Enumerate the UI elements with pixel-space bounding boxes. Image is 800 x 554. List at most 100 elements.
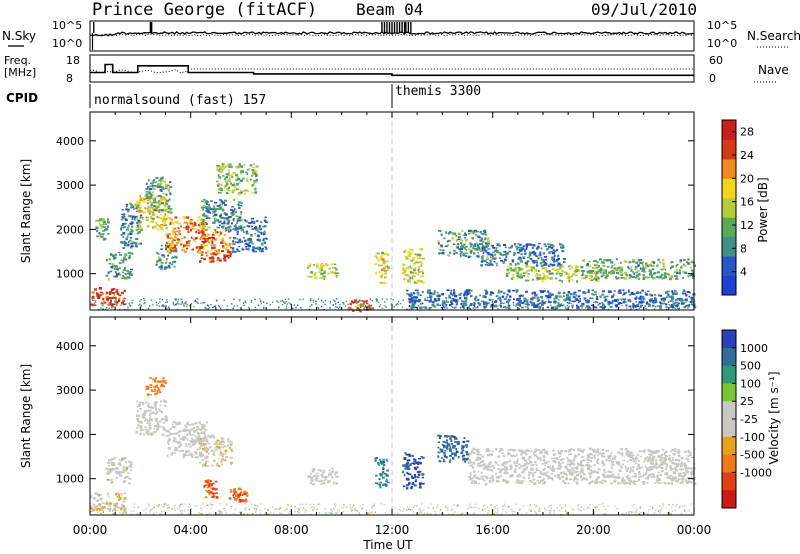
echo-cell: [482, 475, 486, 477]
echo-cell: [377, 259, 380, 262]
echo-cell: [299, 298, 301, 301]
echo-cell: [616, 462, 620, 465]
echo-cell: [169, 192, 172, 195]
echo-cell: [580, 467, 584, 470]
echo-cell: [470, 229, 473, 232]
echo-cell: [671, 299, 673, 301]
echo-cell: [250, 233, 253, 236]
echo-cell: [517, 269, 520, 272]
echo-cell: [569, 264, 572, 267]
echo-cell: [185, 225, 189, 228]
echo-cell: [229, 243, 232, 245]
echo-cell: [145, 428, 148, 431]
echo-cell: [191, 248, 195, 251]
echo-cell: [622, 459, 626, 462]
echo-cell: [648, 263, 651, 266]
echo-cell: [498, 475, 501, 479]
echo-cell: [140, 228, 143, 231]
echo-cell: [240, 488, 243, 491]
echo-cell: [221, 463, 224, 466]
echo-cell: [656, 271, 660, 274]
echo-cell: [175, 448, 178, 452]
echo-cell: [106, 298, 109, 301]
echo-cell: [671, 306, 673, 308]
echo-cell: [646, 467, 649, 470]
echo-cell: [542, 482, 546, 485]
echo-cell: [168, 198, 171, 201]
echo-cell: [473, 244, 476, 248]
echo-cell: [193, 305, 195, 308]
echo-cell: [592, 293, 596, 296]
echo-cell: [233, 225, 236, 228]
echo-cell: [112, 263, 115, 266]
echo-cell: [525, 279, 529, 282]
echo-cell: [155, 261, 159, 264]
echo-cell: [469, 461, 473, 464]
echo-cell: [424, 298, 426, 301]
echo-cell: [603, 473, 605, 476]
echo-cell: [252, 247, 255, 250]
echo-cell: [561, 273, 563, 275]
echo-cell: [411, 275, 415, 278]
echo-cell: [159, 410, 162, 413]
echo-cell: [540, 264, 544, 268]
echo-cell: [443, 237, 446, 240]
echo-cell: [148, 191, 151, 194]
echo-cell: [580, 474, 583, 477]
echo-cell: [607, 308, 609, 311]
echo-cell: [537, 246, 540, 249]
echo-cell: [418, 470, 422, 473]
echo-cell: [160, 410, 163, 414]
echo-cell: [172, 243, 176, 245]
echo-cell: [384, 485, 387, 487]
echo-cell: [634, 265, 638, 269]
echo-cell: [119, 254, 122, 256]
echo-cell: [576, 478, 579, 481]
echo-cell: [225, 175, 229, 179]
echo-cell: [224, 229, 227, 232]
echo-cell: [535, 305, 537, 307]
echo-cell: [239, 493, 242, 497]
echo-cell: [212, 436, 216, 439]
echo-cell: [386, 460, 389, 462]
echo-cell: [146, 433, 150, 435]
echo-cell: [334, 471, 338, 474]
echo-cell: [488, 463, 491, 466]
echo-cell: [519, 276, 524, 279]
echo-cell: [171, 425, 174, 429]
echo-cell: [231, 176, 234, 179]
echo-cell: [357, 307, 360, 309]
echo-cell: [327, 474, 330, 477]
echo-cell: [591, 448, 595, 452]
echo-cell: [552, 460, 556, 463]
echo-cell: [460, 251, 463, 254]
echo-cell: [201, 247, 205, 250]
echo-cell: [125, 303, 127, 305]
echo-cell: [602, 307, 605, 309]
echo-cell: [170, 243, 174, 245]
echo-cell: [125, 258, 128, 260]
echo-cell: [160, 224, 164, 226]
echo-cell: [210, 248, 214, 251]
echo-cell: [485, 292, 488, 295]
echo-cell: [514, 263, 518, 266]
echo-cell: [169, 209, 172, 213]
echo-cell: [455, 244, 458, 248]
echo-cell: [414, 475, 417, 478]
echo-cell: [459, 249, 462, 253]
echo-cell: [201, 427, 204, 430]
echo-cell: [211, 241, 214, 245]
echo-cell: [228, 186, 230, 189]
echo-cell: [127, 308, 129, 310]
echo-cell: [509, 298, 512, 301]
echo-cell: [676, 304, 678, 306]
echo-cell: [203, 238, 207, 241]
echo-cell: [428, 307, 431, 310]
echo-cell: [125, 259, 127, 261]
echo-cell: [165, 243, 169, 246]
echo-cell: [337, 307, 340, 310]
echo-cell: [164, 187, 168, 190]
echo-cell: [445, 231, 447, 234]
echo-cell: [404, 249, 408, 252]
echo-cell: [241, 228, 244, 232]
